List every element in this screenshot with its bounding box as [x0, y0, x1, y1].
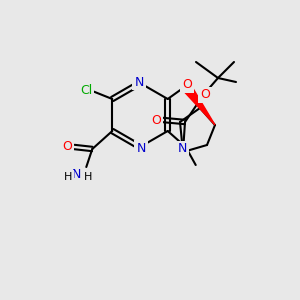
Text: N: N [134, 76, 144, 88]
Text: H: H [84, 172, 92, 182]
Text: H: H [64, 172, 73, 182]
Text: O: O [151, 113, 161, 127]
Text: O: O [200, 88, 210, 101]
Text: N: N [177, 142, 187, 155]
Text: N: N [72, 169, 81, 182]
Text: Cl: Cl [80, 85, 92, 98]
Text: O: O [62, 140, 72, 152]
Text: N: N [136, 142, 146, 154]
Text: O: O [182, 79, 192, 92]
Polygon shape [182, 83, 215, 125]
